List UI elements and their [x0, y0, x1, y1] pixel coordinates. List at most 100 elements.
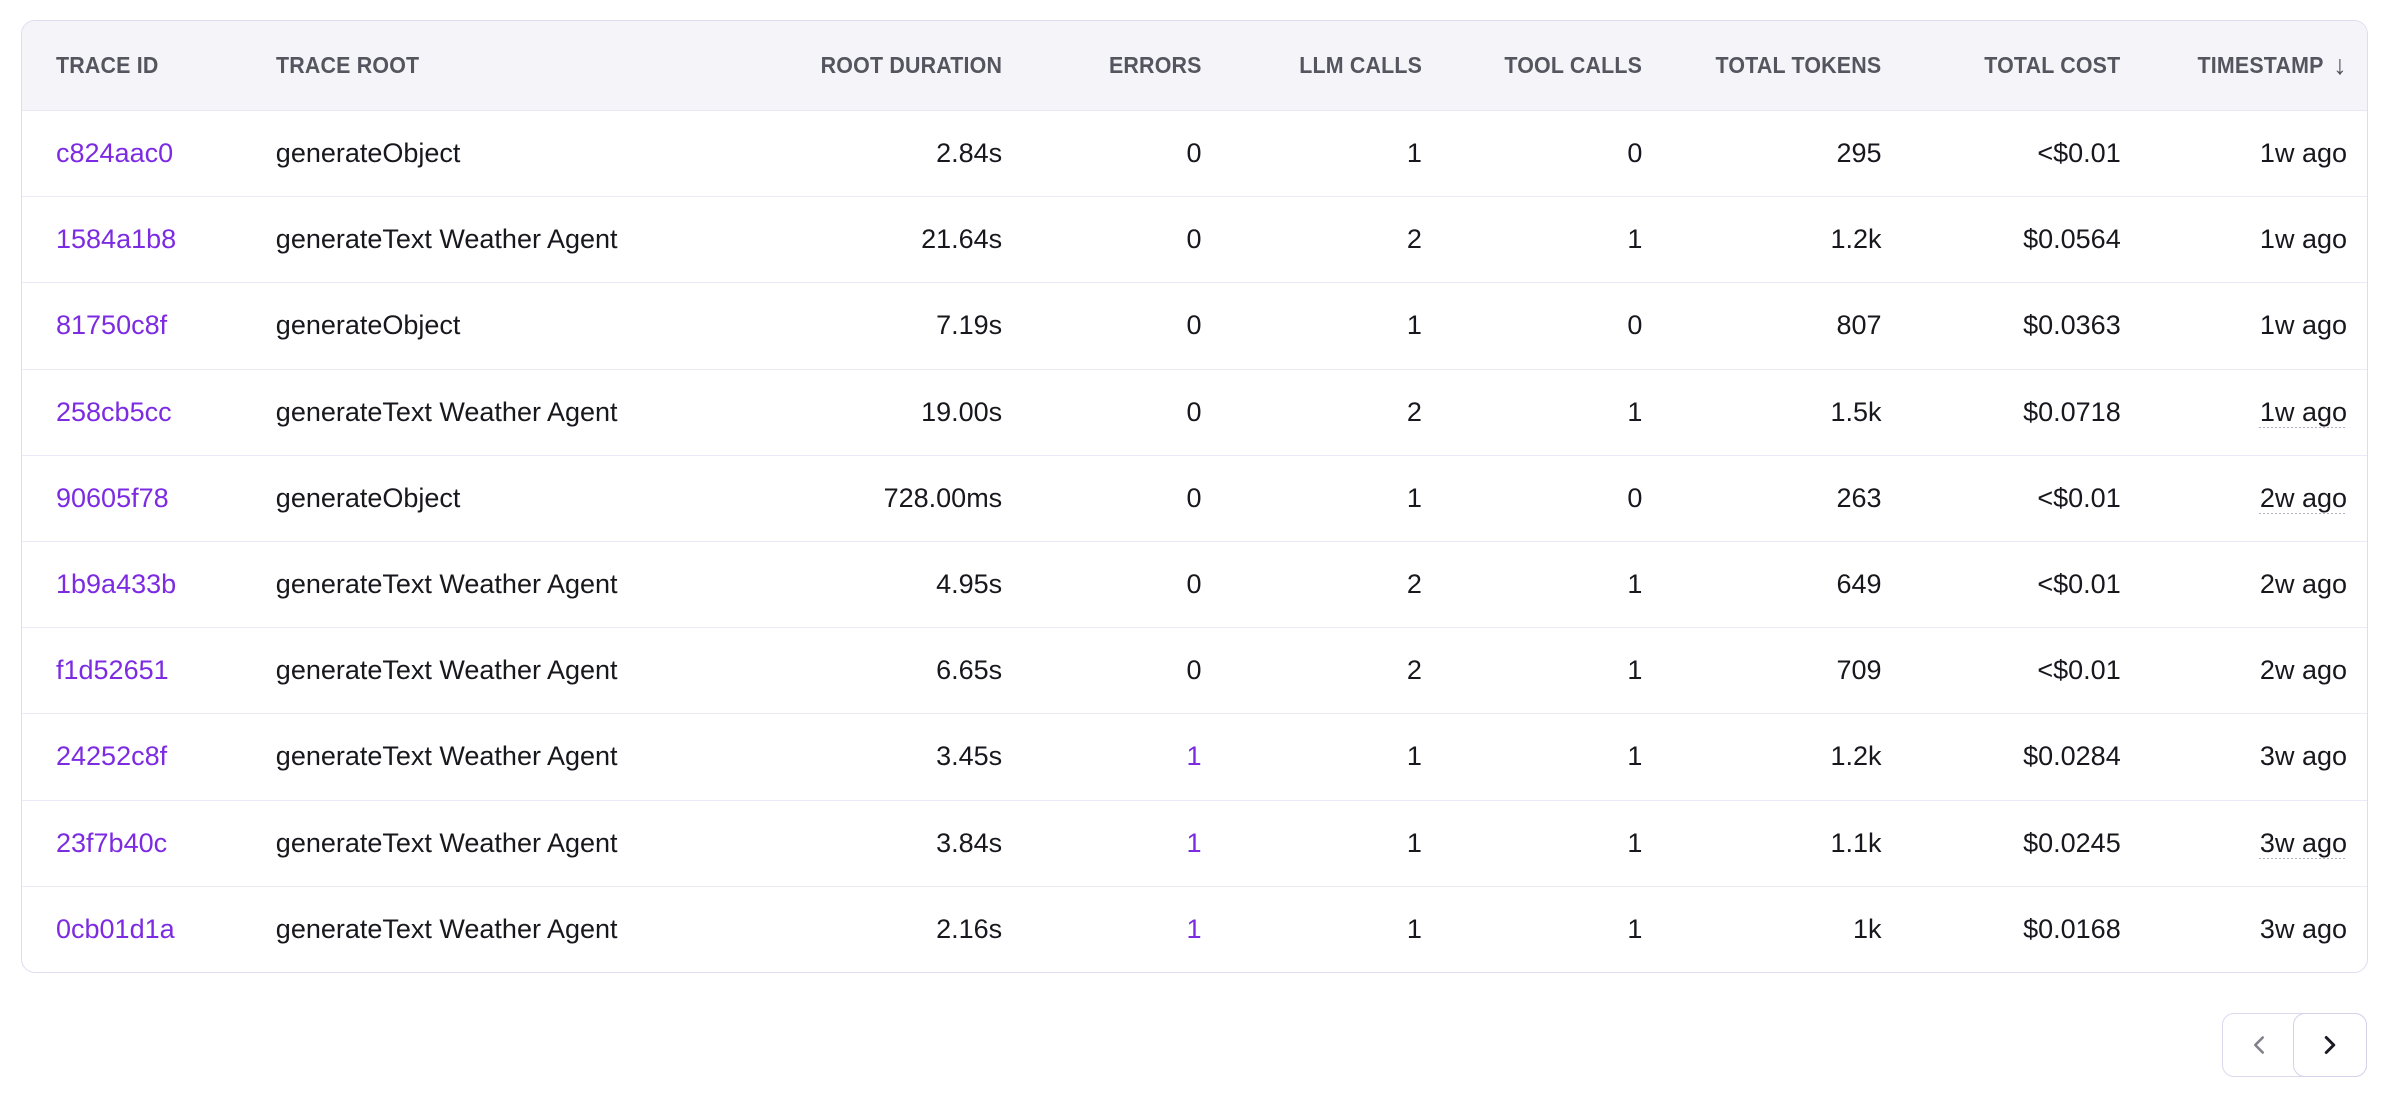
cell-total_cost: $0.0363	[1882, 310, 2121, 341]
cell-root_duration: 2.84s	[702, 138, 1002, 169]
root_duration-value: 3.45s	[936, 741, 1003, 772]
trace-id-link[interactable]: 258cb5cc	[56, 396, 172, 427]
root_duration-value: 2.16s	[936, 914, 1003, 945]
total_tokens-value: 1.5k	[1830, 396, 1882, 427]
errors-value: 1	[1186, 914, 1202, 945]
trace-id-link[interactable]: 1584a1b8	[56, 224, 177, 255]
cell-total_cost: $0.0718	[1882, 397, 2121, 428]
cell-root_duration: 21.64s	[702, 224, 1002, 255]
errors-value: 0	[1186, 655, 1202, 686]
total_cost-value: $0.0363	[2023, 310, 2121, 341]
cell-errors: 0	[1002, 310, 1201, 341]
total_cost-value: <$0.01	[2037, 655, 2121, 686]
timestamp-value[interactable]: 2w ago	[2259, 569, 2347, 600]
cell-total_tokens: 1.5k	[1642, 397, 1881, 428]
cell-timestamp: 2w ago	[2121, 569, 2367, 600]
column-label: LLM CALLS	[1299, 52, 1422, 78]
total_tokens-value: 709	[1836, 655, 1882, 686]
trace_root-value: generateText Weather Agent	[275, 569, 618, 600]
trace-id-link[interactable]: 0cb01d1a	[56, 914, 175, 945]
cell-trace_root: generateText Weather Agent	[252, 828, 702, 859]
llm_calls-value: 1	[1406, 310, 1422, 341]
cell-trace_root: generateText Weather Agent	[252, 569, 702, 600]
cell-timestamp: 1w ago	[2121, 397, 2367, 428]
cell-total_tokens: 263	[1642, 483, 1881, 514]
cell-trace_id: 0cb01d1a	[22, 914, 252, 945]
root_duration-value: 2.84s	[936, 138, 1003, 169]
column-header-total_tokens[interactable]: TOTAL TOKENS	[1642, 52, 1882, 79]
next-page-button[interactable]	[2293, 1013, 2367, 1077]
cell-tool_calls: 1	[1422, 655, 1642, 686]
trace-id-link[interactable]: 81750c8f	[56, 310, 168, 341]
cell-llm_calls: 1	[1202, 828, 1422, 859]
total_cost-value: <$0.01	[2037, 482, 2121, 513]
cell-llm_calls: 2	[1202, 397, 1422, 428]
column-label: TIMESTAMP	[2197, 52, 2324, 78]
trace-id-link[interactable]: 90605f78	[56, 482, 169, 513]
cell-tool_calls: 1	[1422, 224, 1642, 255]
cell-timestamp: 2w ago	[2121, 655, 2367, 686]
total_tokens-value: 1.1k	[1830, 827, 1882, 858]
cell-total_cost: $0.0564	[1882, 224, 2121, 255]
cell-trace_root: generateText Weather Agent	[252, 397, 702, 428]
trace-id-link[interactable]: 24252c8f	[56, 741, 168, 772]
cell-trace_root: generateObject	[252, 483, 702, 514]
llm_calls-value: 2	[1406, 655, 1422, 686]
cell-llm_calls: 2	[1202, 655, 1422, 686]
errors-value: 0	[1186, 569, 1202, 600]
cell-total_tokens: 807	[1642, 310, 1881, 341]
cell-tool_calls: 1	[1422, 828, 1642, 859]
trace-id-link[interactable]: f1d52651	[56, 655, 169, 686]
tool_calls-value: 1	[1627, 396, 1643, 427]
cell-total_tokens: 1k	[1642, 914, 1882, 945]
trace_root-value: generateText Weather Agent	[275, 914, 618, 945]
errors-value: 0	[1186, 482, 1202, 513]
trace_root-value: generateObject	[275, 138, 461, 169]
column-header-llm_calls[interactable]: LLM CALLS	[1202, 52, 1422, 79]
cell-errors: 1	[1002, 741, 1201, 772]
root_duration-value: 7.19s	[936, 310, 1003, 341]
cell-llm_calls: 1	[1202, 741, 1422, 772]
timestamp-value[interactable]: 1w ago	[2259, 138, 2347, 169]
total_cost-value: $0.0168	[2023, 914, 2121, 945]
timestamp-value[interactable]: 2w ago	[2259, 482, 2347, 513]
root_duration-value: 19.00s	[921, 396, 1003, 427]
total_tokens-value: 1.2k	[1830, 224, 1882, 255]
trace-id-link[interactable]: 1b9a433b	[56, 569, 177, 600]
tool_calls-value: 1	[1627, 827, 1643, 858]
timestamp-value[interactable]: 2w ago	[2259, 655, 2347, 686]
trace-id-link[interactable]: 23f7b40c	[56, 827, 168, 858]
timestamp-value[interactable]: 3w ago	[2259, 914, 2347, 945]
cell-total_cost: <$0.01	[1882, 569, 2120, 600]
column-header-trace_root[interactable]: TRACE ROOT	[252, 52, 702, 79]
column-header-root_duration[interactable]: ROOT DURATION	[702, 52, 1002, 79]
timestamp-value[interactable]: 1w ago	[2259, 310, 2347, 341]
column-header-tool_calls[interactable]: TOOL CALLS	[1422, 52, 1643, 79]
column-header-errors[interactable]: ERRORS	[1002, 52, 1201, 79]
cell-errors: 0	[1002, 655, 1201, 686]
cell-total_tokens: 649	[1642, 569, 1881, 600]
cell-total_tokens: 1.2k	[1642, 741, 1881, 772]
traces-table: TRACE ID TRACE ROOT ROOT DURATION ERRORS LLM…	[21, 20, 2368, 973]
errors-value: 1	[1186, 741, 1202, 772]
llm_calls-value: 1	[1406, 827, 1422, 858]
timestamp-value[interactable]: 1w ago	[2259, 224, 2347, 255]
cell-trace_id: 1584a1b8	[22, 224, 252, 255]
trace-id-link[interactable]: c824aac0	[56, 138, 174, 169]
column-header-timestamp[interactable]: TIMESTAMP ↓	[2121, 52, 2367, 79]
errors-value: 0	[1186, 224, 1202, 255]
table-row: 258cb5cc generateText Weather Agent 19.00s…	[22, 370, 2367, 456]
cell-trace_id: 90605f78	[22, 483, 252, 514]
llm_calls-value: 1	[1406, 741, 1422, 772]
timestamp-value[interactable]: 3w ago	[2259, 741, 2347, 772]
column-label: TRACE ID	[56, 52, 159, 78]
cell-llm_calls: 1	[1202, 914, 1422, 945]
cell-tool_calls: 0	[1422, 483, 1642, 514]
column-header-trace_id[interactable]: TRACE ID	[22, 52, 252, 79]
root_duration-value: 6.65s	[936, 655, 1003, 686]
total_tokens-value: 1.2k	[1830, 741, 1882, 772]
timestamp-value[interactable]: 3w ago	[2259, 827, 2347, 858]
timestamp-value[interactable]: 1w ago	[2259, 396, 2347, 427]
column-header-total_cost[interactable]: TOTAL COST	[1882, 52, 2121, 79]
previous-page-button[interactable]	[2223, 1014, 2295, 1076]
